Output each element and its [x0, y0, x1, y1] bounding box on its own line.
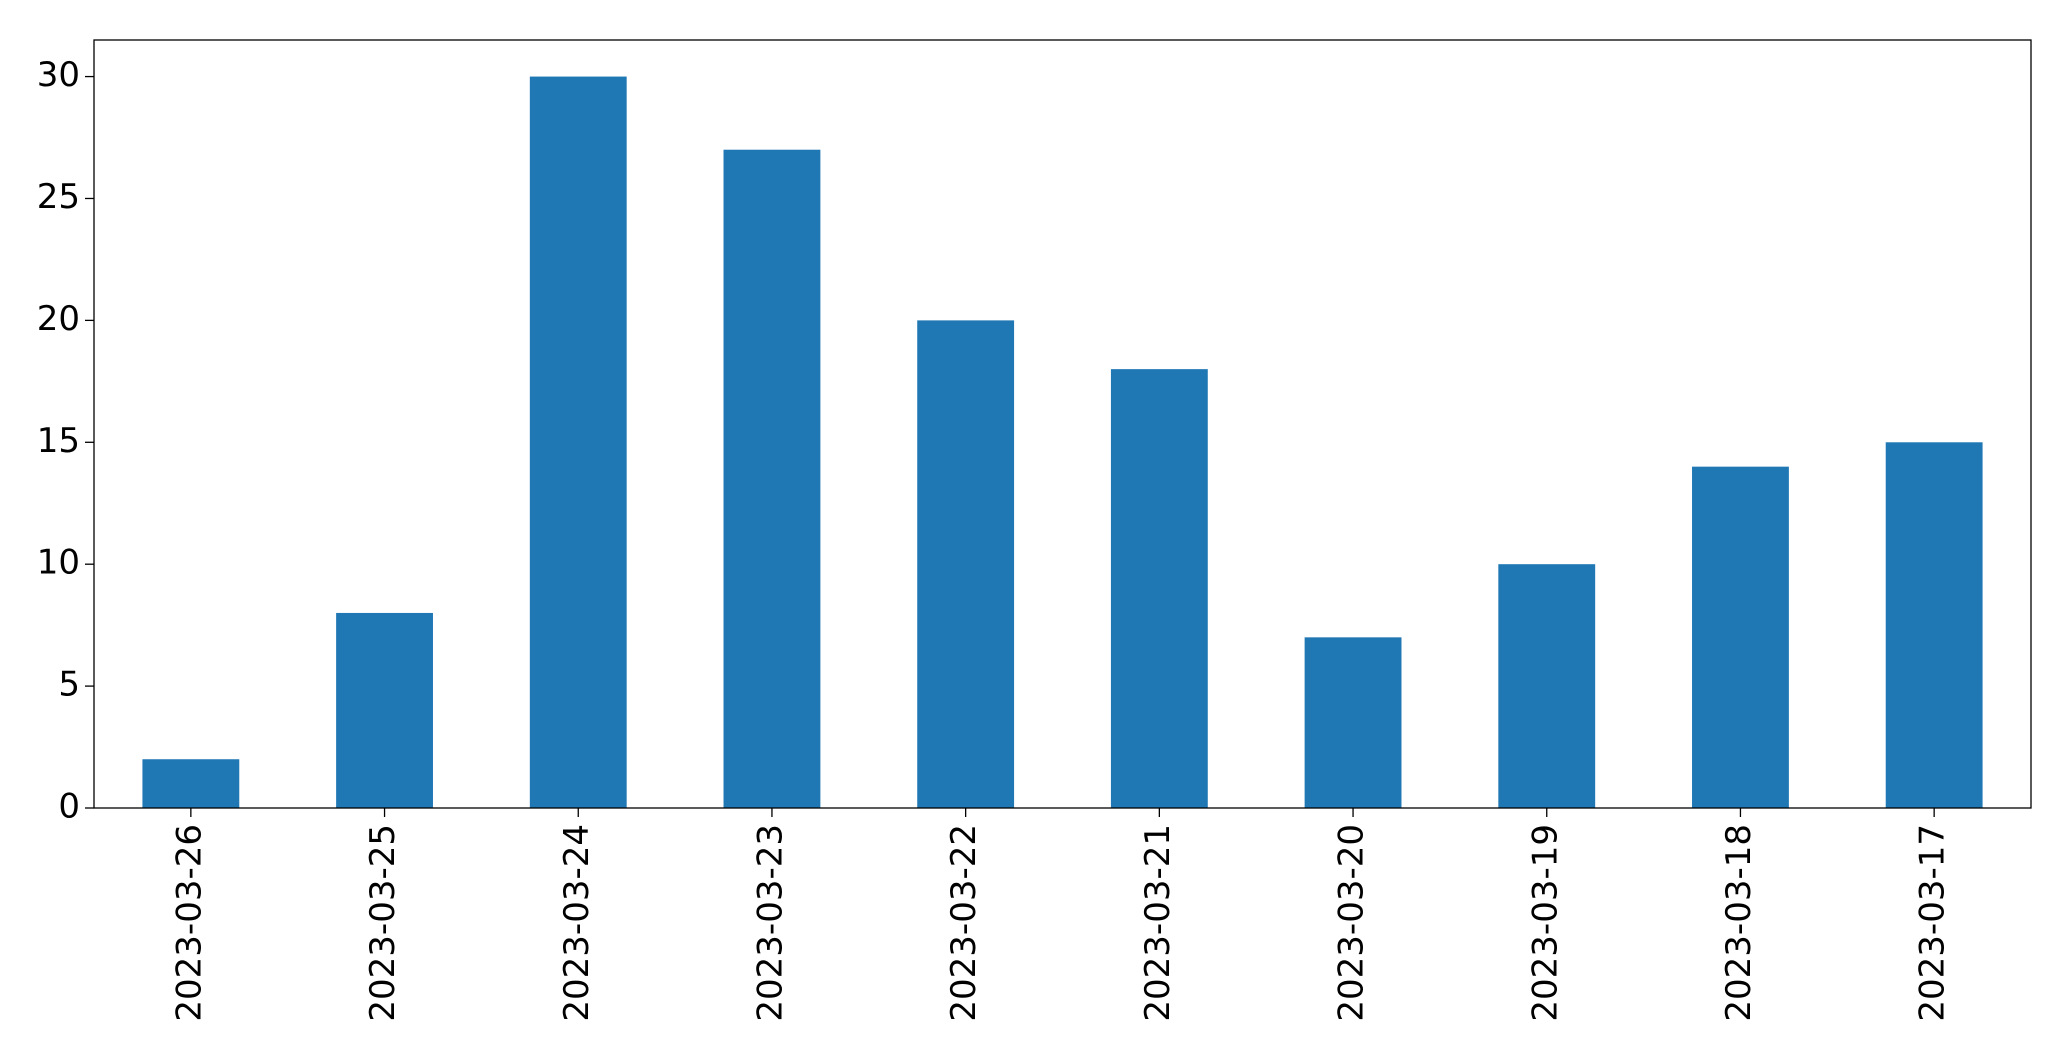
y-tick-label: 20 — [37, 299, 80, 339]
bar — [1110, 369, 1208, 808]
bar — [1692, 466, 1789, 808]
bar — [1885, 442, 1983, 808]
y-tick-label: 15 — [37, 421, 80, 461]
x-tick-label: 2023-03-23 — [750, 824, 790, 1022]
x-tick-label: 2023-03-21 — [1138, 824, 1178, 1022]
y-tick-label: 25 — [37, 177, 80, 217]
x-tick-label: 2023-03-22 — [944, 824, 984, 1022]
y-tick-label: 30 — [37, 55, 80, 95]
bar — [336, 612, 433, 808]
x-tick-label: 2023-03-25 — [363, 824, 403, 1022]
x-tick-label: 2023-03-20 — [1332, 824, 1372, 1022]
bar — [1498, 564, 1596, 808]
x-tick-label: 2023-03-24 — [557, 824, 597, 1022]
bar — [917, 320, 1015, 808]
y-tick-label: 5 — [58, 665, 80, 705]
y-tick-label: 10 — [37, 543, 80, 583]
plot-frame — [93, 39, 2032, 809]
y-tick-label: 0 — [58, 787, 80, 827]
bar — [529, 76, 627, 809]
bar — [723, 149, 821, 808]
bar — [142, 759, 240, 808]
bar — [1304, 637, 1402, 808]
x-tick-label: 2023-03-18 — [1719, 824, 1759, 1022]
x-tick-label: 2023-03-17 — [1913, 824, 1953, 1022]
x-tick-label: 2023-03-26 — [169, 824, 209, 1022]
x-tick-label: 2023-03-19 — [1525, 824, 1565, 1022]
